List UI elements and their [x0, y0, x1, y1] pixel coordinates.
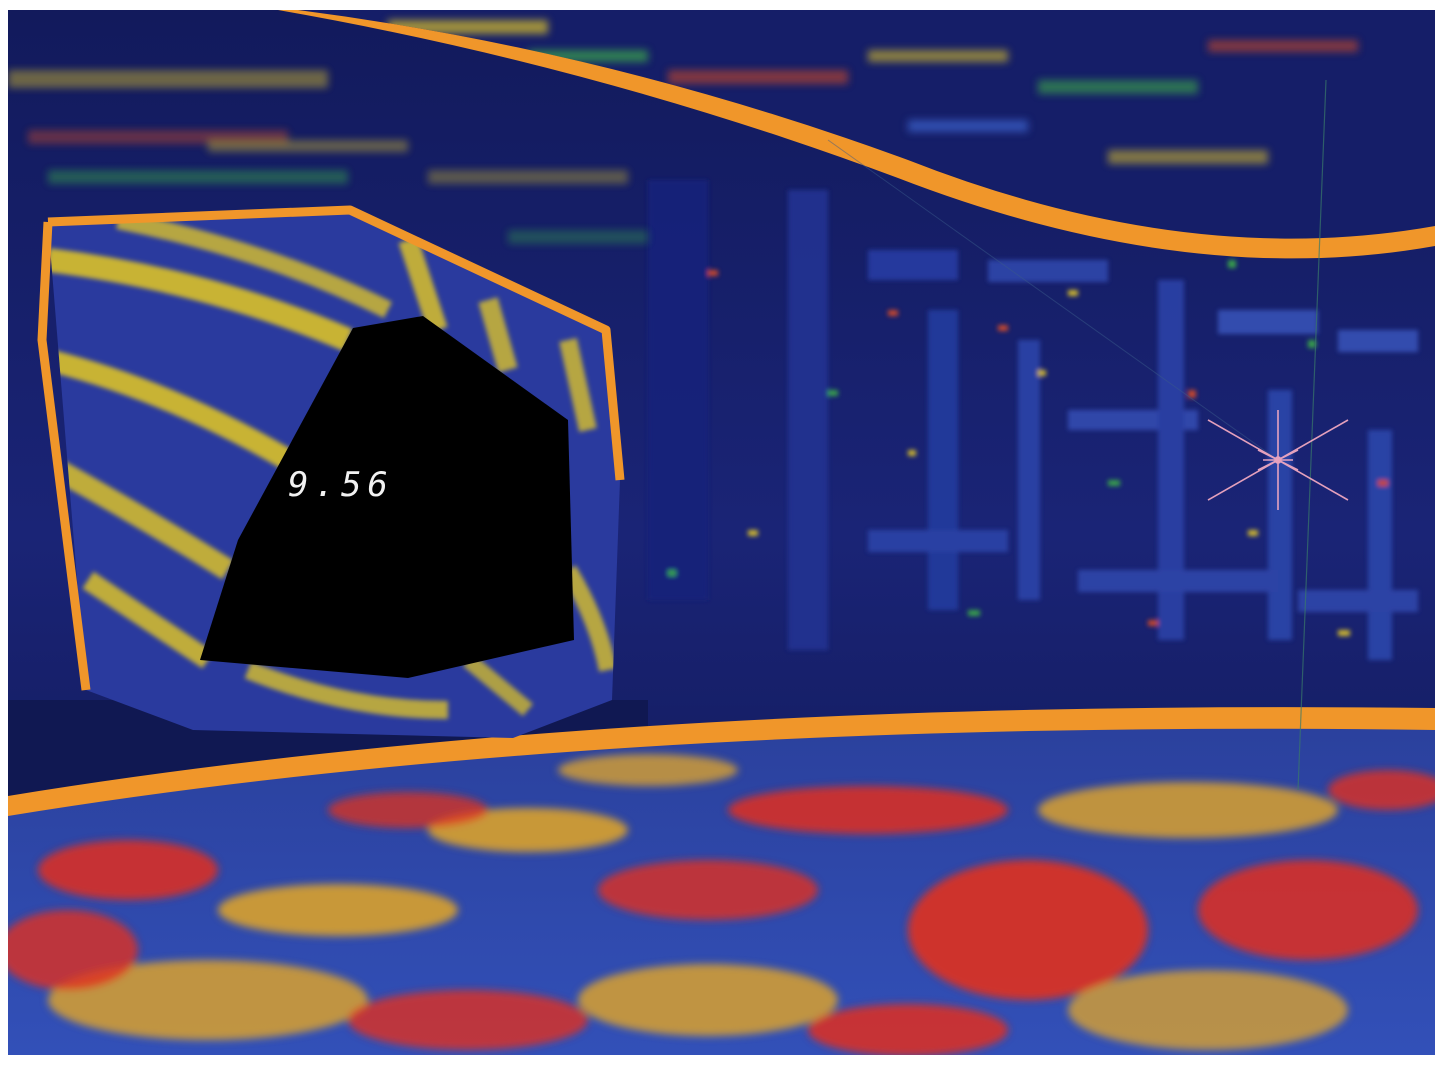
guide-line: [827, 139, 1279, 461]
crosshair-star-icon: [1207, 410, 1349, 510]
wall-circuit-texture: [648, 180, 1418, 660]
ceiling-left-texture: [8, 70, 648, 244]
portal-panel: [37, 205, 625, 738]
guide-line: [1297, 79, 1327, 791]
game-viewport[interactable]: 9.56: [8, 10, 1435, 1055]
distance-readout: 9.56: [288, 465, 394, 505]
portal-frame: [37, 205, 625, 691]
ceiling-trim: [278, 10, 1435, 259]
game-scene: [8, 10, 1435, 1055]
portal-void: [200, 316, 574, 678]
floor-trim: [8, 707, 1435, 816]
